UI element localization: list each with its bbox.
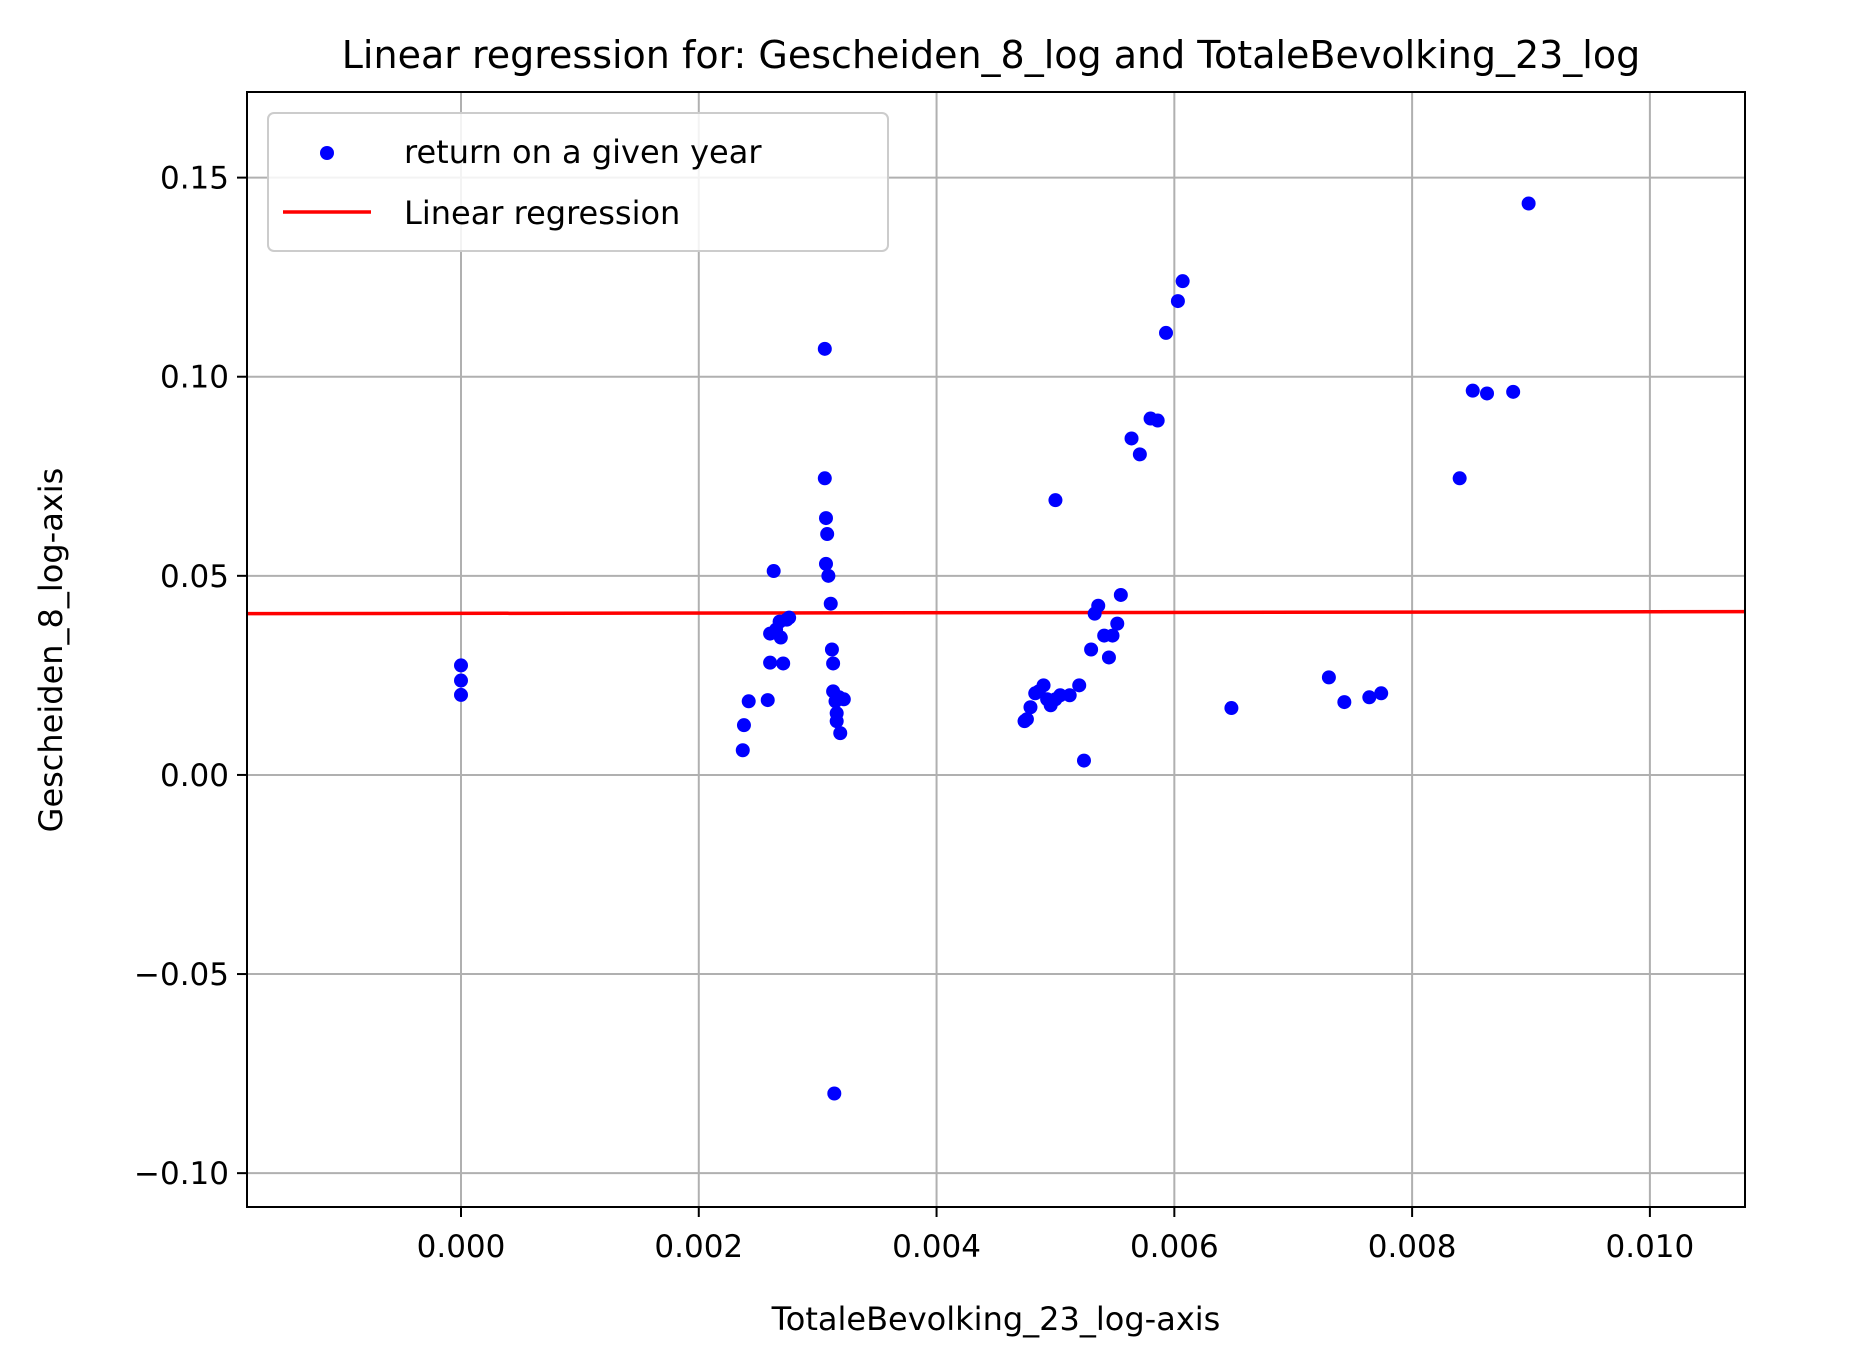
legend-marker-scatter bbox=[320, 146, 334, 160]
y-tick-label: 0.10 bbox=[160, 360, 229, 396]
data-point bbox=[817, 471, 832, 486]
data-point bbox=[1170, 294, 1185, 309]
x-tick-label: 0.008 bbox=[1368, 1229, 1457, 1265]
data-point bbox=[826, 656, 841, 671]
data-point bbox=[817, 341, 832, 356]
data-point bbox=[821, 568, 836, 583]
y-tick-label: 0.15 bbox=[160, 161, 229, 197]
data-point bbox=[1124, 431, 1139, 446]
data-point bbox=[823, 596, 838, 611]
data-point bbox=[1101, 650, 1116, 665]
data-point bbox=[782, 610, 797, 625]
x-tick-label: 0.004 bbox=[892, 1229, 981, 1265]
y-axis-label: Gescheiden_8_log-axis bbox=[32, 468, 70, 833]
scatter-points bbox=[454, 196, 1536, 1101]
y-tick-label: −0.10 bbox=[134, 1156, 229, 1192]
data-point bbox=[776, 656, 791, 671]
data-point bbox=[827, 1086, 842, 1101]
data-point bbox=[1321, 670, 1336, 685]
x-tick-label: 0.010 bbox=[1606, 1229, 1695, 1265]
data-point bbox=[1132, 447, 1147, 462]
data-point bbox=[820, 527, 835, 542]
data-point bbox=[1110, 616, 1125, 631]
data-point bbox=[1048, 493, 1063, 508]
data-point bbox=[1506, 384, 1521, 399]
legend-label-line: Linear regression bbox=[404, 194, 680, 232]
data-point bbox=[1224, 701, 1239, 716]
data-point bbox=[833, 726, 848, 741]
data-point bbox=[1105, 628, 1120, 643]
data-point bbox=[1159, 325, 1174, 340]
regression-layer bbox=[246, 609, 1746, 616]
y-tick-label: 0.05 bbox=[160, 559, 229, 595]
data-point bbox=[735, 743, 750, 758]
data-point bbox=[1062, 688, 1077, 703]
data-point bbox=[1019, 712, 1034, 727]
plot-frame bbox=[246, 91, 1746, 1208]
legend-box bbox=[267, 112, 889, 252]
data-point bbox=[836, 692, 851, 707]
legend-label-scatter: return on a given year bbox=[404, 133, 762, 171]
data-point bbox=[1084, 642, 1099, 657]
y-tick-label: 0.00 bbox=[160, 758, 229, 794]
data-point bbox=[736, 718, 751, 733]
data-point bbox=[741, 694, 756, 709]
data-point bbox=[773, 630, 788, 645]
chart-title: Linear regression for: Gescheiden_8_log … bbox=[342, 33, 1640, 77]
data-point bbox=[1072, 678, 1087, 693]
data-point bbox=[760, 693, 775, 708]
data-point bbox=[1521, 196, 1536, 211]
legend: return on a given year Linear regression bbox=[267, 112, 889, 252]
data-point bbox=[454, 658, 468, 673]
data-point bbox=[1091, 598, 1106, 613]
data-point bbox=[829, 706, 844, 721]
data-point bbox=[1362, 690, 1377, 705]
data-point bbox=[1076, 753, 1091, 768]
data-point bbox=[454, 687, 468, 702]
data-point bbox=[1113, 587, 1128, 602]
data-point bbox=[1465, 383, 1480, 398]
data-point bbox=[1036, 678, 1051, 693]
data-point bbox=[1175, 274, 1190, 289]
data-point bbox=[1023, 700, 1038, 715]
x-tick-label: 0.000 bbox=[417, 1229, 506, 1265]
y-tick-label: −0.05 bbox=[134, 957, 229, 993]
data-point bbox=[818, 556, 833, 571]
grid bbox=[247, 92, 1745, 1207]
data-point bbox=[1480, 386, 1495, 401]
data-point bbox=[763, 655, 778, 670]
regression-line bbox=[246, 609, 1746, 616]
data-point bbox=[1452, 471, 1467, 486]
x-axis-label: TotaleBevolking_23_log-axis bbox=[771, 1300, 1221, 1338]
data-point bbox=[1150, 413, 1165, 428]
data-point bbox=[824, 642, 839, 657]
x-tick-label: 0.002 bbox=[654, 1229, 743, 1265]
data-point bbox=[766, 564, 781, 579]
data-point bbox=[1337, 695, 1352, 710]
data-point bbox=[454, 673, 468, 688]
data-point bbox=[1374, 686, 1389, 701]
y-axis-ticks: −0.10 −0.05 0.00 0.05 0.10 0.15 bbox=[134, 161, 247, 1192]
data-point bbox=[818, 511, 833, 526]
x-tick-label: 0.006 bbox=[1130, 1229, 1219, 1265]
x-axis-ticks: 0.000 0.002 0.004 0.006 0.008 0.010 bbox=[417, 1207, 1695, 1265]
